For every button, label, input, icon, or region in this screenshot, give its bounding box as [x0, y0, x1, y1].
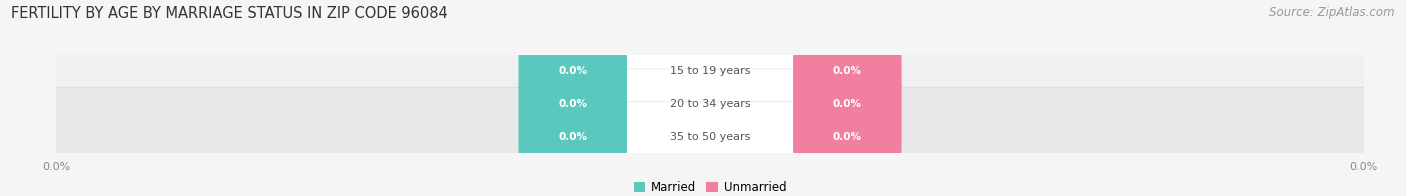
FancyBboxPatch shape: [620, 36, 800, 106]
Text: 0.0%: 0.0%: [832, 66, 862, 76]
Text: Source: ZipAtlas.com: Source: ZipAtlas.com: [1270, 6, 1395, 19]
Legend: Married, Unmarried: Married, Unmarried: [634, 181, 786, 194]
FancyBboxPatch shape: [519, 36, 627, 106]
FancyBboxPatch shape: [620, 69, 800, 139]
Text: 0.0%: 0.0%: [558, 99, 588, 109]
FancyBboxPatch shape: [620, 102, 800, 172]
Text: 20 to 34 years: 20 to 34 years: [669, 99, 751, 109]
FancyBboxPatch shape: [793, 69, 901, 139]
FancyBboxPatch shape: [48, 87, 1372, 186]
Text: 0.0%: 0.0%: [832, 99, 862, 109]
Text: 0.0%: 0.0%: [558, 66, 588, 76]
Text: 35 to 50 years: 35 to 50 years: [669, 132, 751, 142]
Text: 0.0%: 0.0%: [558, 132, 588, 142]
FancyBboxPatch shape: [48, 54, 1372, 153]
FancyBboxPatch shape: [48, 22, 1372, 121]
FancyBboxPatch shape: [519, 69, 627, 139]
FancyBboxPatch shape: [793, 102, 901, 172]
Text: FERTILITY BY AGE BY MARRIAGE STATUS IN ZIP CODE 96084: FERTILITY BY AGE BY MARRIAGE STATUS IN Z…: [11, 6, 449, 21]
Text: 15 to 19 years: 15 to 19 years: [669, 66, 751, 76]
FancyBboxPatch shape: [793, 36, 901, 106]
FancyBboxPatch shape: [519, 102, 627, 172]
Text: 0.0%: 0.0%: [832, 132, 862, 142]
